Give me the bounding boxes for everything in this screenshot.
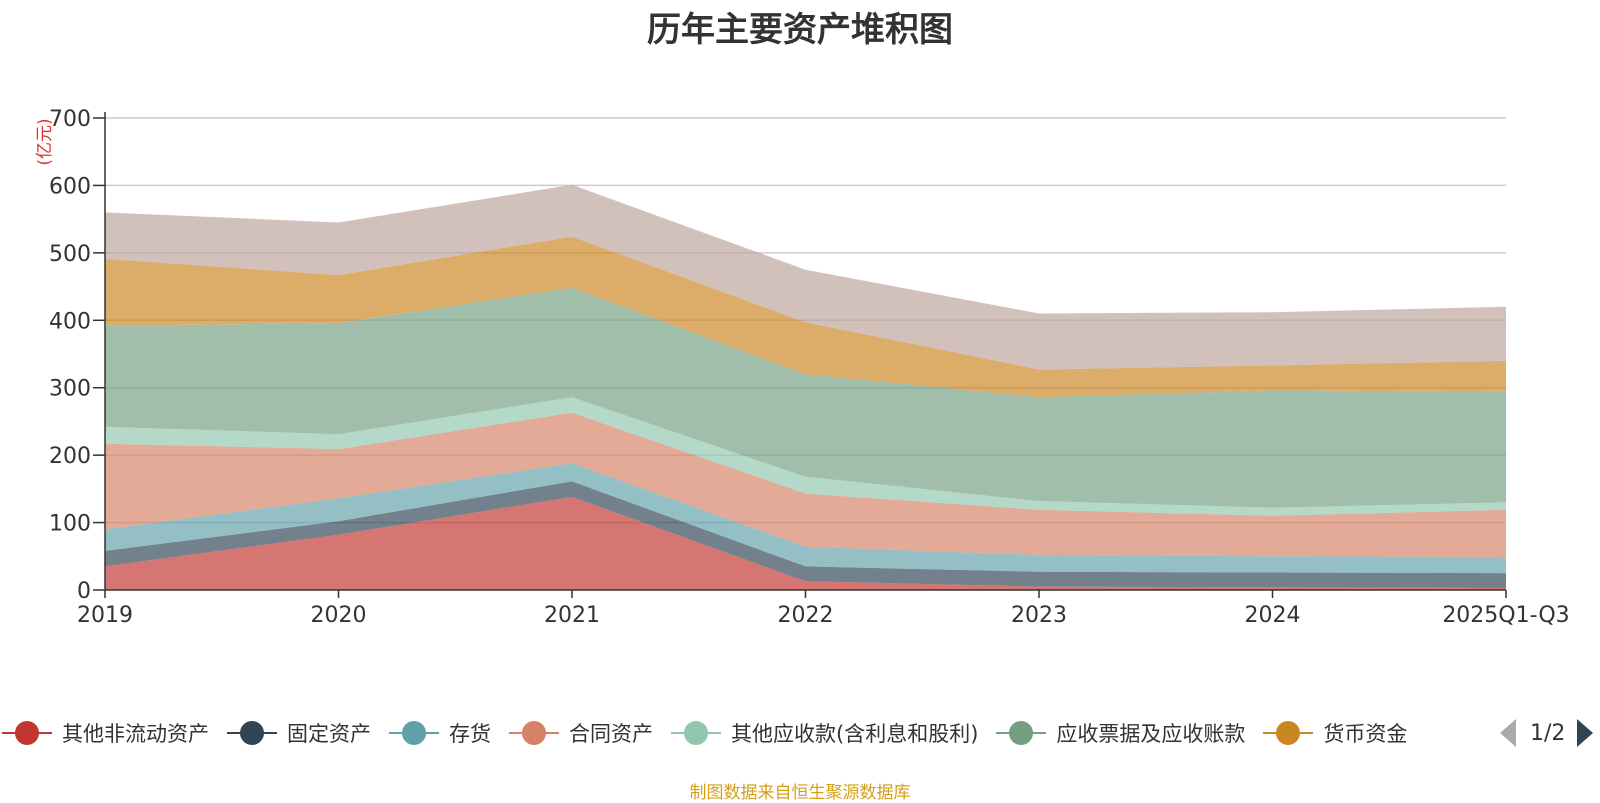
legend-item[interactable]: 应收票据及应收账款	[996, 712, 1245, 754]
legend-marker-icon	[2, 720, 52, 746]
x-tick-label-1: 2020	[311, 603, 367, 628]
legend-item-label: 其他非流动资产	[62, 722, 209, 746]
source-note: 制图数据来自恒生聚源数据库	[689, 783, 911, 803]
legend-marker-icon	[389, 720, 439, 746]
area-series-2	[105, 463, 1506, 574]
legend-item[interactable]: 固定资产	[227, 712, 371, 754]
area-series-6	[105, 236, 1506, 398]
legend-item-label: 固定资产	[287, 722, 371, 746]
legend-marker-icon	[996, 720, 1047, 746]
y-tick-label-100: 100	[49, 512, 91, 537]
legend-pager: 1/2	[1500, 718, 1600, 748]
legend: 其他非流动资产 固定资产 存货 合同资产 其他应收款(含利息和股利) 应收票据及应收账款 货…	[0, 712, 1478, 754]
legend-item[interactable]: 货币资金	[1263, 712, 1407, 754]
y-tick-label-300: 300	[49, 377, 91, 402]
area-series-7	[105, 184, 1506, 370]
x-tick-label-4: 2023	[1011, 603, 1067, 628]
legend-item-label: 合同资产	[569, 722, 653, 746]
area-series-0	[105, 496, 1506, 590]
legend-next-page-icon[interactable]	[1577, 719, 1594, 747]
x-tick-label-3: 2022	[778, 603, 834, 628]
legend-item-label: 存货	[449, 722, 491, 746]
x-tick-label-6: 2025Q1-Q3	[1442, 603, 1569, 628]
x-tick-label-2: 2021	[544, 603, 600, 628]
legend-marker-icon	[509, 720, 559, 746]
legend-marker-icon	[671, 720, 721, 746]
area-series-1	[105, 481, 1506, 588]
x-tick-label-0: 2019	[77, 603, 133, 628]
chart-title: 历年主要资产堆积图	[647, 10, 953, 50]
legend-item-label: 货币资金	[1323, 722, 1408, 746]
y-tick-label-700: 700	[49, 107, 91, 132]
legend-item[interactable]: 合同资产	[509, 712, 653, 754]
area-series-3	[105, 412, 1506, 557]
legend-item-label: 其他应收款(含利息和股利)	[731, 722, 979, 746]
y-tick-label-200: 200	[49, 444, 91, 469]
legend-prev-page-icon[interactable]	[1500, 719, 1516, 747]
area-series-4	[105, 397, 1506, 516]
y-tick-label-600: 600	[49, 174, 91, 199]
chart-plot: 0 100 200 300 400 500 600 700 2019 2020 2021 2022 20…	[35, 107, 1570, 628]
legend-marker-icon	[1263, 720, 1314, 746]
legend-item[interactable]: 其他非流动资产	[2, 712, 209, 754]
y-tick-label-500: 500	[49, 242, 91, 267]
legend-item-label: 应收票据及应收账款	[1056, 722, 1246, 746]
y-axis-unit-label: (亿元)	[35, 118, 55, 165]
legend-item[interactable]: 其他应收款(含利息和股利)	[671, 712, 978, 754]
y-tick-label-0: 0	[77, 579, 91, 604]
legend-page-indicator: 1/2	[1530, 720, 1566, 746]
legend-marker-icon	[227, 720, 277, 746]
area-series-5	[105, 287, 1506, 508]
legend-item[interactable]: 存货	[389, 712, 491, 754]
y-tick-label-400: 400	[49, 309, 91, 334]
x-tick-label-5: 2024	[1245, 603, 1301, 628]
